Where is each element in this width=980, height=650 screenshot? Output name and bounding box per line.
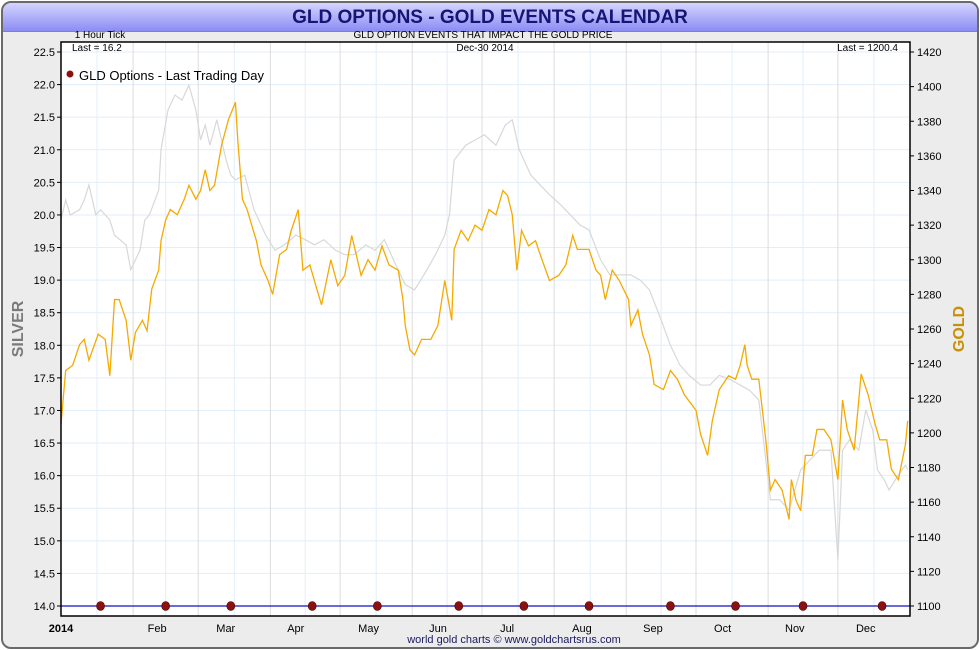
left-tick-label: 20.5: [34, 177, 55, 189]
right-tick-label: 1240: [917, 359, 941, 371]
last-gold: Last = 1200.4: [837, 43, 898, 54]
x-tick-label: Apr: [287, 623, 304, 635]
tick-label: 1 Hour Tick: [75, 30, 127, 41]
right-tick-label: 1320: [917, 220, 941, 232]
x-tick-label: Dec: [856, 623, 876, 635]
title-bar: GLD OPTIONS - GOLD EVENTS CALENDAR: [3, 3, 977, 32]
left-tick-label: 17.5: [34, 373, 55, 385]
x-tick-label: Nov: [785, 623, 805, 635]
event-marker: [226, 601, 236, 611]
event-marker: [584, 601, 594, 611]
event-marker: [731, 601, 740, 611]
event-marker: [877, 601, 887, 611]
x-tick-label: May: [358, 623, 379, 635]
x-tick-label: 2014: [49, 623, 74, 635]
right-tick-label: 1280: [917, 289, 941, 301]
x-tick-label: Feb: [148, 623, 167, 635]
x-tick-label: Jul: [500, 623, 514, 635]
x-tick-label: Mar: [216, 623, 235, 635]
silver-line: [60, 83, 909, 560]
event-marker: [373, 601, 382, 611]
event-marker: [519, 601, 529, 611]
left-tick-label: 19.0: [34, 275, 55, 287]
date-label: Dec-30 2014: [456, 43, 514, 54]
right-tick-label: 1260: [917, 324, 941, 336]
gold-line: [60, 101, 909, 520]
legend-event-marker-icon: [66, 70, 74, 78]
silver-axis-label: SILVER: [10, 300, 27, 357]
left-tick-label: 14.5: [34, 568, 55, 580]
right-tick-label: 1380: [917, 116, 941, 128]
left-tick-label: 16.5: [34, 438, 55, 450]
left-tick-label: 21.0: [34, 145, 55, 157]
chart-title: GLD OPTIONS - GOLD EVENTS CALENDAR: [292, 7, 688, 28]
left-tick-label: 18.5: [34, 308, 55, 320]
left-tick-label: 20.0: [34, 210, 55, 222]
right-tick-label: 1200: [917, 428, 941, 440]
left-tick-label: 15.5: [34, 503, 55, 515]
right-tick-label: 1400: [917, 82, 941, 94]
left-tick-label: 22.5: [34, 47, 55, 59]
event-marker: [454, 601, 464, 611]
right-tick-label: 1120: [917, 566, 941, 578]
event-marker: [96, 601, 105, 611]
event-marker: [307, 601, 317, 611]
axes: 14.0 14.5 15.0 15.5 16.0 16.5 17.0 17.5 18.0 18.5…: [34, 47, 942, 635]
right-tick-label: 1360: [917, 151, 941, 163]
right-tick-label: 1300: [917, 255, 941, 267]
events: [61, 601, 910, 611]
x-tick-label: Sep: [643, 623, 663, 635]
right-tick-label: 1160: [917, 497, 941, 509]
left-tick-label: 16.0: [34, 471, 55, 483]
left-tick-label: 14.0: [34, 601, 55, 613]
left-tick-label: 17.0: [34, 405, 55, 417]
event-marker: [798, 601, 808, 611]
right-tick-label: 1140: [917, 532, 941, 544]
x-tick-label: Aug: [572, 623, 592, 635]
footer-credit: world gold charts © www.goldchartsrus.co…: [406, 634, 621, 646]
gold-axis-label: GOLD: [951, 306, 968, 352]
right-tick-label: 1340: [917, 186, 941, 198]
left-tick-label: 19.5: [34, 243, 55, 255]
grid: [60, 42, 910, 616]
x-tick-label: Jun: [429, 623, 447, 635]
subtitle: GLD OPTION EVENTS THAT IMPACT THE GOLD P…: [354, 30, 613, 41]
right-tick-label: 1420: [917, 47, 941, 59]
left-tick-label: 15.0: [34, 536, 55, 548]
x-tick-label: Oct: [714, 623, 731, 635]
left-tick-label: 21.5: [34, 112, 55, 124]
series: [60, 83, 909, 560]
right-tick-label: 1220: [917, 393, 941, 405]
right-tick-label: 1180: [917, 463, 941, 475]
legend-label: GLD Options - Last Trading Day: [79, 68, 264, 83]
event-marker: [666, 601, 675, 611]
event-marker: [161, 601, 170, 611]
left-tick-label: 22.0: [34, 80, 55, 92]
last-silver: Last = 16.2: [72, 43, 122, 54]
right-tick-label: 1100: [917, 601, 941, 613]
left-tick-label: 18.0: [34, 340, 55, 352]
plot-area: [61, 42, 910, 616]
